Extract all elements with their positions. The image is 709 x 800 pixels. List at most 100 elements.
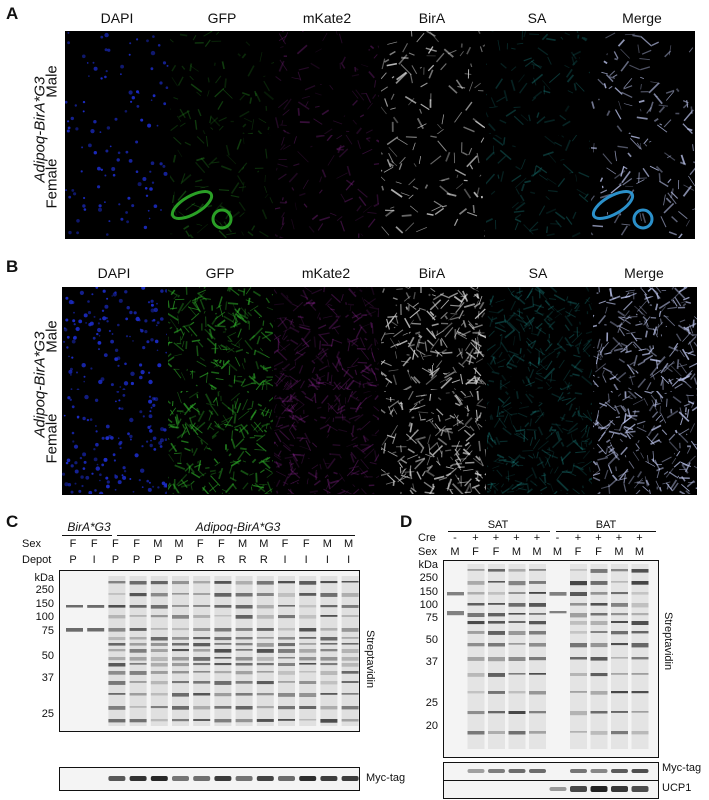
- myc-tag-blot: [59, 767, 360, 791]
- micrograph-mkate2-female: [275, 135, 380, 239]
- lane-sex-label: F: [472, 546, 479, 558]
- ucp1-label: UCP1: [662, 782, 692, 794]
- col-gfp-label: GFP: [207, 10, 237, 26]
- lane-depot-label: I: [347, 554, 351, 566]
- col-dapi-label: DAPI: [100, 10, 134, 26]
- kda-marker: 25: [425, 697, 438, 709]
- panel-a-label: A: [6, 4, 19, 23]
- panel-c-label: C: [6, 512, 19, 531]
- lane-sex-label: F: [218, 538, 225, 550]
- row-female-label: Female: [43, 158, 61, 209]
- kda-marker: 150: [35, 598, 54, 610]
- lane-depot-label: R: [238, 554, 247, 566]
- lane-sex-label: F: [90, 538, 98, 550]
- ucp1-blot: [443, 780, 659, 799]
- lane-sex-label: F: [574, 546, 582, 558]
- lane-sex-label: M: [153, 538, 163, 550]
- lane-sex-label: M: [450, 546, 460, 558]
- micrograph-sa-female: [485, 135, 590, 239]
- lane-depot-label: P: [69, 554, 77, 566]
- lane-sex-label: M: [322, 538, 332, 550]
- col-sa-label: SA: [527, 10, 547, 26]
- micrograph-dapi-female: [65, 135, 169, 239]
- cre-row-label: Cre: [418, 532, 436, 544]
- micrograph-sa-male: [486, 287, 592, 390]
- micrograph-sa-male: [485, 31, 590, 134]
- lane-cre-label: +: [615, 532, 623, 544]
- kda-marker: 50: [41, 650, 54, 662]
- micrograph-grid-a: [65, 31, 695, 239]
- micrograph-gfp-female: [170, 135, 275, 239]
- lane-depot-label: P: [132, 554, 141, 566]
- kda-marker: 250: [419, 572, 438, 584]
- group-underline: [448, 531, 550, 532]
- kda-unit-label: kDa: [34, 572, 54, 584]
- micrograph-bira-male: [380, 287, 486, 390]
- micrograph-merge-male: [593, 287, 697, 390]
- group-adipoq-label: Adipoq-BirA*G3: [195, 520, 281, 534]
- lane-sex-label: F: [492, 546, 500, 558]
- lane-cre-label: +: [595, 532, 602, 544]
- lane-cre-label: +: [472, 532, 479, 544]
- kda-marker: 150: [419, 586, 438, 598]
- streptavidin-blot: [443, 560, 659, 758]
- col-bira-label: BirA: [418, 265, 446, 281]
- lane-depot-label: P: [154, 554, 162, 566]
- lane-sex-label: M: [634, 546, 645, 558]
- lane-sex-label: M: [174, 538, 184, 550]
- micrograph-gfp-male: [168, 287, 274, 390]
- lane-sex-label: M: [552, 546, 563, 558]
- row-female-label: Female: [43, 413, 61, 464]
- lane-sex-label: M: [238, 538, 248, 550]
- myc-tag-label: Myc-tag: [662, 762, 702, 774]
- micrograph-mkate2-male: [274, 287, 380, 390]
- panel-b-label: B: [6, 257, 19, 276]
- depot-row-label: Depot: [22, 554, 52, 566]
- lane-sex-label: M: [511, 546, 522, 558]
- micrograph-gfp-female: [168, 391, 274, 495]
- kda-marker: 250: [35, 584, 54, 596]
- lane-sex-label: M: [614, 546, 624, 558]
- col-dapi-label: DAPI: [97, 265, 131, 281]
- lane-depot-label: P: [175, 554, 183, 566]
- lane-sex-label: F: [196, 538, 204, 550]
- lane-depot-label: R: [259, 554, 268, 566]
- micrograph-sa-female: [486, 391, 592, 495]
- lane-depot-label: I: [92, 554, 96, 566]
- micrograph-dapi-male: [62, 287, 167, 390]
- micrograph-mkate2-female: [274, 391, 380, 495]
- micrograph-merge-female: [593, 391, 697, 495]
- row-male-label: Male: [43, 65, 61, 98]
- kda-marker: 25: [41, 708, 54, 720]
- kda-marker: 75: [425, 612, 438, 624]
- lane-depot-label: R: [196, 554, 205, 566]
- col-mkate2-label: mKate2: [301, 265, 351, 281]
- lane-sex-label: F: [281, 538, 289, 550]
- micrograph-bira-female: [380, 391, 486, 495]
- group-underline: [117, 535, 355, 536]
- lane-cre-label: +: [513, 532, 520, 544]
- col-bira-label: BirA: [418, 10, 446, 26]
- col-gfp-label: GFP: [205, 265, 235, 281]
- lane-sex-label: M: [259, 538, 269, 550]
- kda-marker: 20: [425, 720, 438, 732]
- micrograph-mkate2-male: [275, 31, 380, 134]
- group-sat-label: SAT: [487, 519, 509, 531]
- lane-sex-label: M: [344, 538, 354, 550]
- kda-marker: 50: [425, 634, 438, 646]
- lane-depot-label: R: [217, 554, 226, 566]
- col-sa-label: SA: [528, 265, 548, 281]
- streptavidin-blot: [59, 570, 360, 732]
- lane-depot-label: I: [304, 554, 308, 566]
- col-merge-label: Merge: [624, 265, 664, 281]
- lane-sex-label: F: [302, 538, 310, 550]
- kda-marker: 100: [35, 611, 54, 623]
- lane-depot-label: P: [111, 554, 120, 566]
- streptavidin-label: Streptavidin: [364, 630, 376, 689]
- lane-cre-label: +: [533, 532, 541, 544]
- col-mkate2-label: mKate2: [302, 10, 352, 26]
- streptavidin-label: Streptavidin: [662, 612, 674, 671]
- group-birag3-label: BirA*G3: [67, 520, 111, 534]
- lane-sex-label: F: [595, 546, 602, 558]
- micrograph-grid-b: [62, 287, 697, 495]
